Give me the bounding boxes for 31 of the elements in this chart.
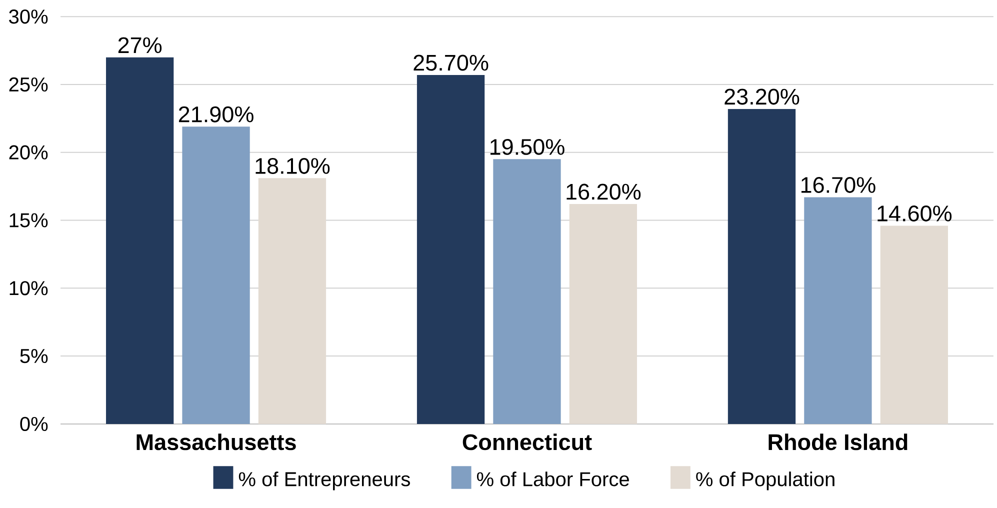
data-label: 19.50% <box>490 138 564 155</box>
y-tick-label: 10% <box>10 281 48 296</box>
legend-label: % of Labor Force <box>477 472 629 486</box>
y-tick-label: 5% <box>20 349 48 364</box>
data-label: 25.70% <box>414 54 488 71</box>
x-tick-label: Connecticut <box>462 434 592 450</box>
y-tick-label: 30% <box>9 10 48 24</box>
x-tick-label: Massachusetts <box>136 434 296 450</box>
y-tick-label: 0% <box>20 416 48 432</box>
bar <box>182 126 250 424</box>
x-tick-label: Rhode Island <box>768 434 908 450</box>
data-label: 18.10% <box>256 158 330 174</box>
legend-label: % of Entrepreneurs <box>238 472 410 490</box>
y-tick-label: 20% <box>9 145 48 160</box>
bar <box>804 197 872 424</box>
bar <box>106 57 174 424</box>
bar <box>569 204 638 424</box>
y-tick-label: 15% <box>10 213 48 228</box>
legend-label: % of Population <box>696 472 834 490</box>
data-label: 27% <box>118 37 162 54</box>
data-label: 23.20% <box>724 88 800 105</box>
bar <box>880 226 948 424</box>
data-label: 16.20% <box>566 184 641 200</box>
bar <box>416 75 485 424</box>
bar <box>728 108 796 424</box>
y-tick-label: 25% <box>9 77 48 92</box>
bar <box>258 178 326 424</box>
bar <box>493 159 561 424</box>
data-label: 21.90% <box>178 106 254 122</box>
data-label: 16.70% <box>801 176 876 193</box>
data-label: 14.60% <box>878 206 952 222</box>
